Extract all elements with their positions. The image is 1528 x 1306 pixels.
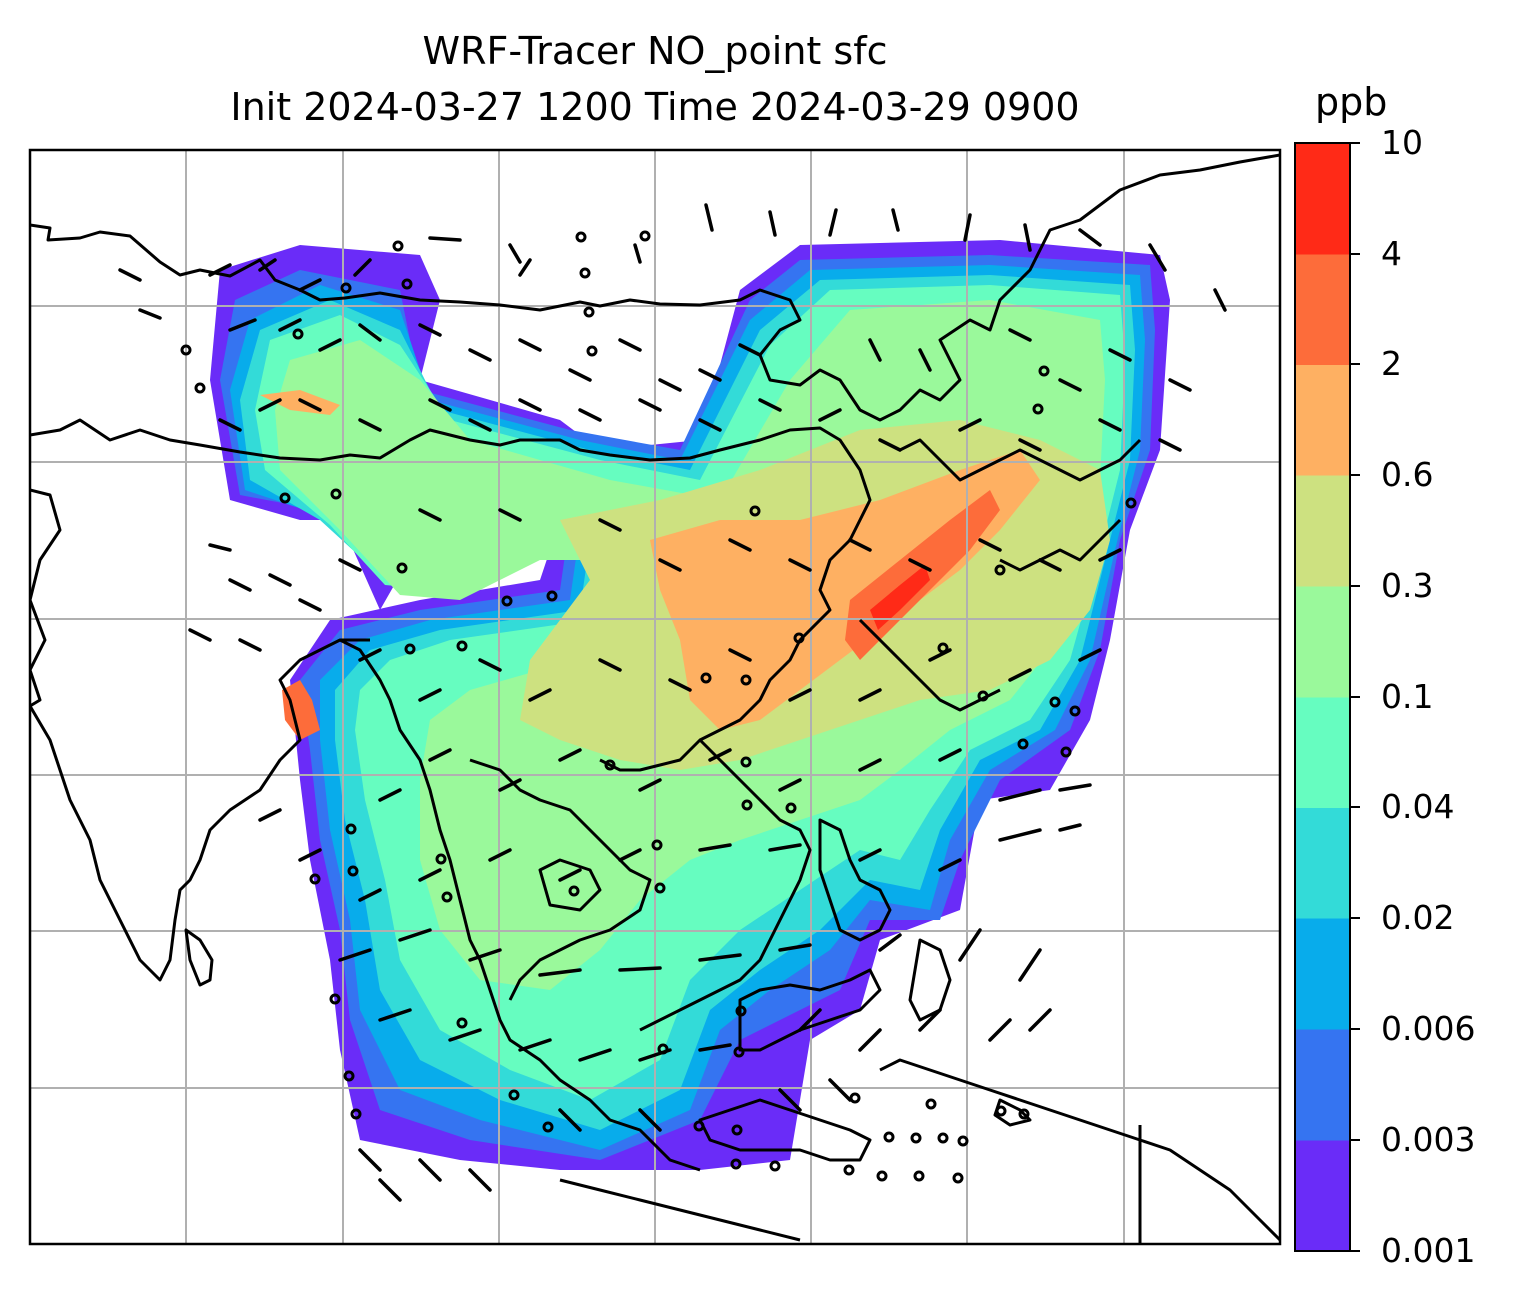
- map-gridlines: [30, 150, 1280, 1244]
- chart-title-line1: WRF-Tracer NO_point sfc: [422, 29, 888, 73]
- colorbar-tick-label: 0.04: [1381, 787, 1455, 826]
- chart-title-line2: Init 2024-03-27 1200 Time 2024-03-29 090…: [230, 85, 1080, 129]
- colorbar-tick-label: 0.006: [1381, 1009, 1476, 1048]
- map-frame: [28, 148, 1282, 1246]
- field-level-2-west: [282, 680, 320, 740]
- colorbar-unit-label: ppb: [1315, 80, 1388, 124]
- colorbar-segment-6: [1295, 475, 1350, 587]
- colorbar-segment-8: [1295, 253, 1350, 365]
- colorbar-segment-9: [1295, 143, 1350, 255]
- map-plot-area: [30, 150, 1280, 1244]
- colorbar-tick-label: 0.001: [1381, 1231, 1476, 1270]
- wind-barbs: [118, 203, 1227, 1202]
- colorbar-segment-7: [1295, 364, 1350, 476]
- calm-wind-markers: [180, 230, 1137, 1184]
- colorbar-tick-label: 2: [1381, 344, 1402, 383]
- colorbar-segment-0: [1295, 1139, 1350, 1251]
- coastlines: [30, 153, 1280, 1244]
- tracer-concentration-field: [210, 240, 1170, 1170]
- colorbar-segment-5: [1295, 586, 1350, 698]
- colorbar-tick-label: 10: [1381, 123, 1423, 162]
- colorbar-tick-label: 0.6: [1381, 455, 1434, 494]
- colorbar-segment-4: [1295, 696, 1350, 808]
- colorbar-segment-2: [1295, 918, 1350, 1030]
- colorbar: [1294, 142, 1360, 1252]
- field-level-10: [870, 565, 930, 630]
- colorbar-tick-label: 0.3: [1381, 566, 1434, 605]
- colorbar-tick-label: 0.003: [1381, 1120, 1476, 1159]
- colorbar-segment-3: [1295, 807, 1350, 919]
- colorbar-segment-1: [1295, 1029, 1350, 1141]
- colorbar-tick-label: 4: [1381, 234, 1402, 273]
- colorbar-tick-label: 0.1: [1381, 677, 1434, 716]
- colorbar-tick-label: 0.02: [1381, 898, 1455, 937]
